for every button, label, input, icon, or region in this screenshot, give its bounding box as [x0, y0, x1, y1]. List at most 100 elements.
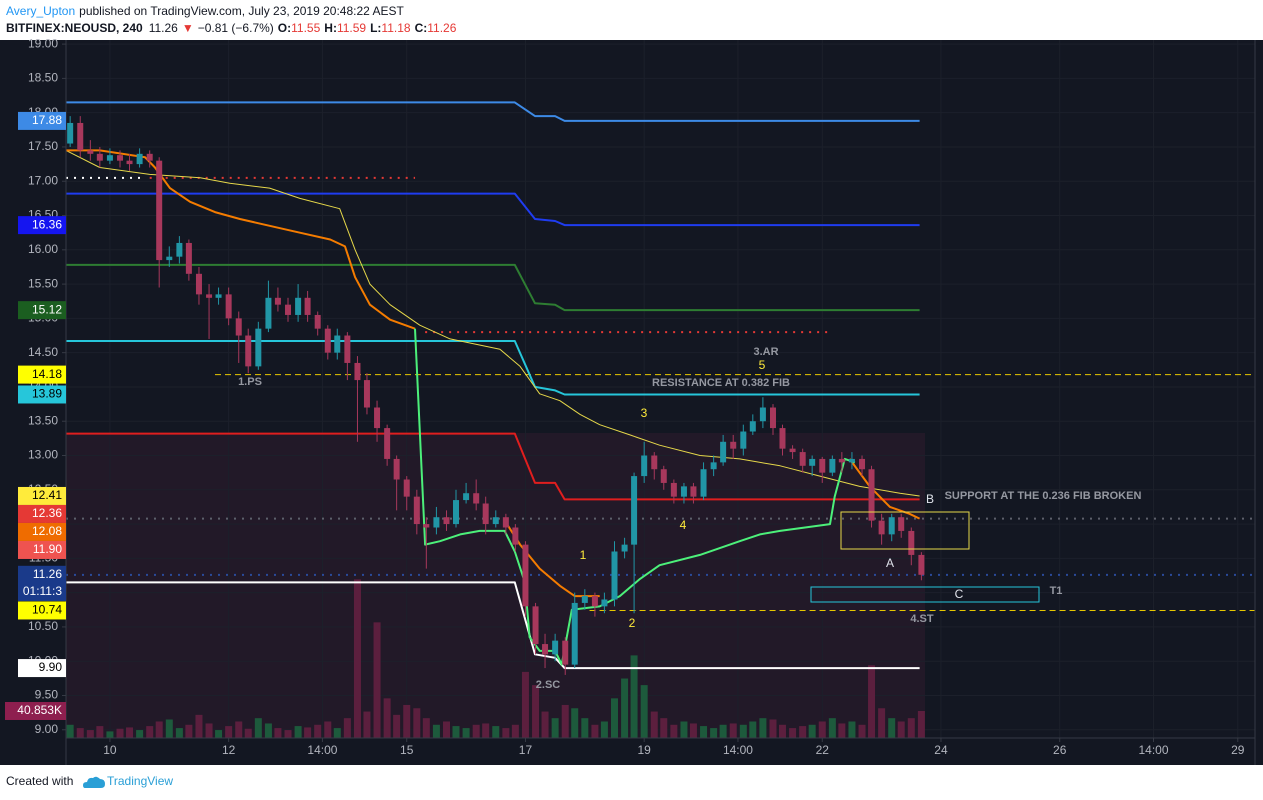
volume-bar	[225, 726, 233, 738]
y-tick-label: 18.50	[28, 71, 58, 85]
candle-body	[601, 599, 608, 607]
volume-bar	[86, 730, 94, 738]
volume-bar	[789, 728, 797, 738]
y-tick-label: 17.50	[28, 139, 58, 153]
volume-bar	[581, 718, 589, 738]
brand-logo	[83, 776, 105, 788]
ohlc-key: C:	[415, 21, 428, 35]
author[interactable]: Avery_Upton	[6, 4, 75, 18]
volume-bar	[818, 721, 826, 738]
volume-bar	[482, 723, 490, 738]
candle-body	[799, 452, 806, 466]
volume-bar	[195, 714, 203, 738]
candle-body	[591, 596, 598, 607]
last-price: 11.26	[149, 21, 178, 35]
wave-label: 3	[641, 406, 648, 420]
volume-bar	[106, 731, 114, 738]
candle-body	[641, 455, 648, 477]
price-tag	[18, 540, 66, 559]
volume-bar	[710, 728, 718, 738]
candle-body	[581, 596, 588, 603]
candle-body	[710, 462, 717, 470]
candle-body	[166, 256, 173, 261]
change-arrow: ▼	[182, 21, 194, 35]
volume-bar	[294, 726, 302, 738]
volume-bar	[739, 724, 747, 738]
price-tag-label: 14.18	[32, 367, 62, 381]
volume-bar	[749, 721, 757, 738]
candle-body	[562, 640, 569, 665]
candle-body	[185, 242, 192, 274]
volume-bar	[838, 723, 846, 738]
footer-brand[interactable]: TradingView	[107, 774, 173, 788]
volume-bar	[343, 718, 351, 738]
candle-body	[829, 458, 836, 473]
candle-body	[285, 304, 292, 315]
candle-body	[759, 407, 766, 422]
price-tag-label: 15.12	[32, 302, 62, 316]
ohlc-key: L:	[370, 21, 381, 35]
annotation: T1	[1050, 585, 1063, 597]
price-tag	[18, 565, 66, 584]
x-tick-label: 14:00	[1138, 743, 1168, 757]
candle-body	[740, 431, 747, 449]
volume-bar	[324, 721, 332, 738]
annotation: SUPPORT AT THE 0.236 FIB BROKEN	[945, 490, 1142, 502]
price-tag-label: 11.90	[33, 542, 62, 556]
candle-body	[354, 362, 361, 381]
ohlc-value: 11.55	[291, 21, 320, 35]
annotations: 1.PS 2.SC 3.AR 4.ST RESISTANCE AT 0.382 …	[238, 346, 1141, 691]
candle-body	[77, 122, 84, 151]
countdown-label: 01:11:3	[23, 584, 62, 598]
indicator-line	[66, 263, 920, 312]
candle-body	[868, 469, 875, 521]
price-tag	[18, 111, 66, 130]
volume-bar	[917, 710, 925, 738]
symbol: BITFINEX:NEOUSD, 240	[6, 21, 143, 35]
candle-body	[225, 294, 232, 319]
volume-bar	[432, 724, 440, 738]
price-tag-label: 13.89	[32, 387, 62, 401]
annotation: B	[926, 492, 934, 506]
volume-bar	[868, 665, 876, 738]
price-tag	[18, 365, 66, 384]
volume-bar	[907, 718, 915, 738]
volume-bar	[333, 728, 341, 738]
candle-body	[611, 551, 618, 600]
volume-bar	[759, 718, 767, 738]
candle-body	[453, 500, 460, 525]
volume-bar	[363, 711, 371, 738]
volume-bar	[621, 678, 629, 738]
candle-body	[700, 469, 707, 497]
volume-bar	[353, 579, 361, 738]
candle-body	[631, 476, 638, 545]
price-tag	[18, 522, 66, 541]
footer-text: Created with	[6, 774, 73, 788]
y-tick-label: 16.00	[28, 242, 58, 256]
volume-bar	[878, 708, 886, 738]
candle-body	[789, 448, 796, 453]
price-tag-label: 16.36	[32, 217, 62, 231]
candle-body	[393, 458, 400, 480]
volume-bar	[848, 721, 856, 738]
volume-bar	[185, 724, 193, 738]
price-tag-label: 17.88	[32, 113, 62, 127]
candle-body	[245, 335, 252, 367]
zone-tint	[66, 433, 925, 738]
volume-bar	[650, 711, 658, 738]
candle-body	[463, 493, 470, 501]
wave-label: 1	[580, 548, 587, 562]
volume-bar	[660, 718, 668, 738]
candle-body	[512, 527, 519, 545]
candle-body	[819, 458, 826, 473]
indicator-line	[66, 340, 920, 396]
candle-body	[848, 458, 855, 463]
candle-body	[255, 328, 262, 367]
volume-bar	[719, 724, 727, 738]
volume-bar	[502, 728, 510, 738]
volume-bar	[314, 724, 322, 738]
annotation: 4.ST	[910, 613, 934, 625]
annotation: 2.SC	[536, 679, 561, 691]
ohlc-value: 11.18	[381, 21, 410, 35]
